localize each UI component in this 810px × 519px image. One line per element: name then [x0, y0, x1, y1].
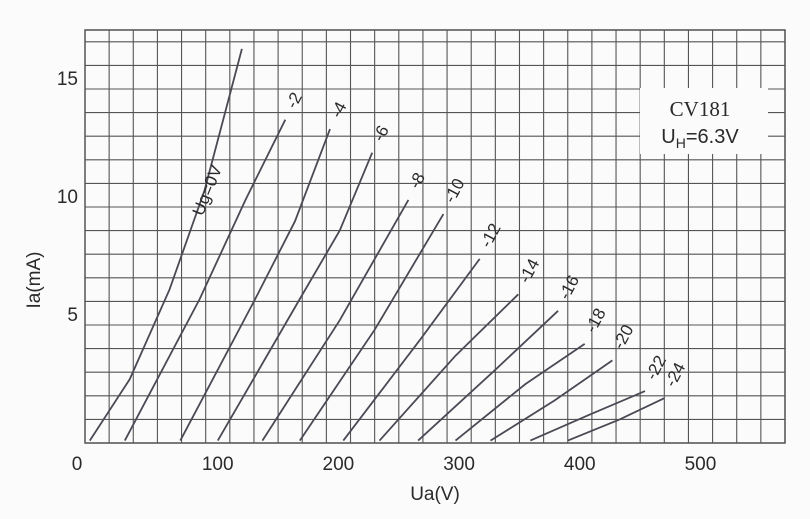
curve-label: -8: [405, 170, 429, 192]
curve: [342, 258, 481, 442]
curve-label: Ug=0V: [189, 162, 227, 218]
info-box: [640, 88, 768, 154]
curve: [299, 213, 445, 442]
curve: [217, 152, 374, 442]
x-tick-label: 500: [685, 454, 717, 475]
curve-label: -12: [476, 220, 504, 251]
curve: [567, 397, 665, 442]
curve: [454, 343, 586, 442]
curve: [529, 390, 646, 442]
y-tick-label: 5: [67, 305, 78, 326]
x-tick-label: 400: [564, 454, 596, 475]
curve: [417, 310, 559, 442]
x-tick-label: 100: [202, 454, 234, 475]
x-axis-label: Ua(V): [410, 484, 460, 505]
curve: [261, 199, 410, 442]
tube-name: CV181: [670, 97, 731, 121]
subscript: H: [676, 135, 686, 151]
heater-voltage: UH=6.3V: [661, 126, 739, 151]
value: =6.3V: [686, 126, 739, 148]
curve-label: -10: [440, 175, 468, 206]
y-tick-label: 15: [57, 69, 78, 90]
curve-label: -4: [327, 99, 351, 121]
curve-label: -6: [369, 122, 393, 144]
curve: [179, 128, 331, 442]
curve: [89, 48, 243, 442]
curve-label: -20: [609, 322, 637, 353]
curve-label: -18: [581, 305, 609, 336]
x-tick-label: 300: [443, 454, 475, 475]
y-axis-label: Ia(mA): [24, 252, 45, 309]
symbol: U: [661, 126, 675, 148]
curve: [124, 119, 287, 442]
curve-label: -16: [555, 272, 583, 303]
y-tick-label: 10: [57, 187, 78, 208]
curve: [490, 359, 613, 442]
x-tick-label: 0: [72, 454, 83, 475]
curve: [378, 293, 519, 442]
x-tick-label: 200: [323, 454, 355, 475]
